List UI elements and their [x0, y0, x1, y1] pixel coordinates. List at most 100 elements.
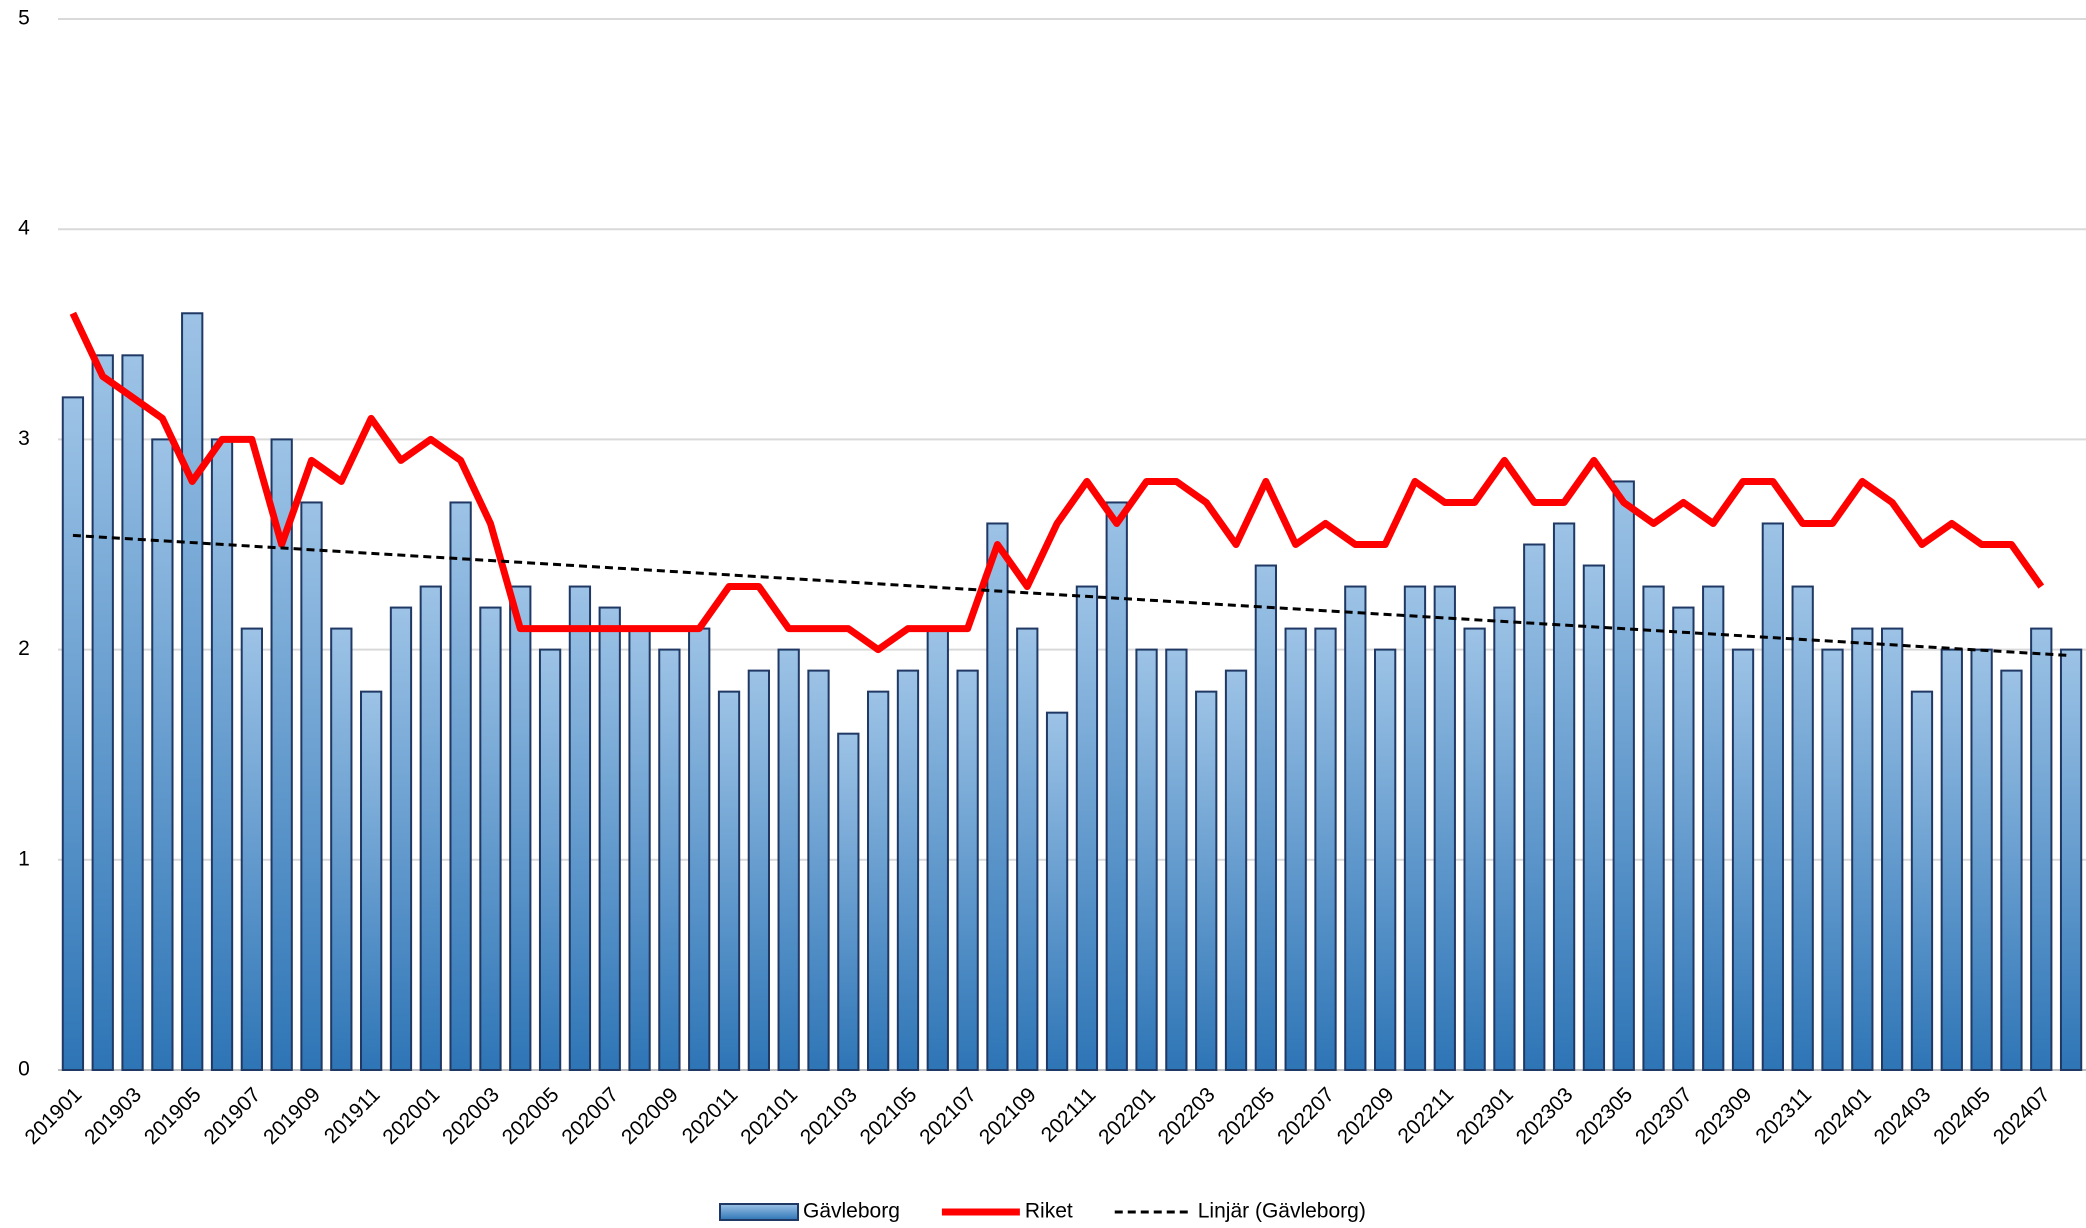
x-tick-label: 202105 — [856, 1083, 922, 1149]
bar — [1612, 480, 1635, 1071]
x-tick-label: 202101 — [736, 1083, 802, 1149]
bar — [1314, 627, 1337, 1072]
x-tick-label: 202401 — [1810, 1083, 1876, 1149]
x-tick-label: 202201 — [1094, 1083, 1160, 1149]
bar — [1135, 648, 1158, 1071]
bar — [1672, 606, 1695, 1071]
bar — [1284, 627, 1307, 1072]
x-tick-label: 202407 — [1989, 1083, 2055, 1149]
x-tick-label: 202111 — [1037, 1083, 1101, 1147]
legend-label: Gävleborg — [803, 1200, 900, 1223]
bar — [1702, 585, 1725, 1071]
trend-line — [72, 533, 2072, 658]
x-tick-label: 202301 — [1452, 1083, 1518, 1149]
bar — [1970, 648, 1993, 1071]
bar — [330, 627, 353, 1072]
bar — [1403, 585, 1427, 1071]
x-tick-label: 201911 — [320, 1083, 385, 1148]
x-tick-label: 202305 — [1571, 1083, 1637, 1149]
y-tick-label: 2 — [18, 637, 30, 660]
x-tick-label: 202007 — [557, 1083, 623, 1149]
bar — [479, 606, 502, 1071]
bar — [956, 669, 979, 1071]
bar — [1940, 648, 1963, 1071]
x-tick-label: 201905 — [140, 1083, 206, 1149]
y-tick-label: 3 — [18, 427, 30, 450]
bar — [1791, 585, 1814, 1071]
bar — [717, 690, 741, 1071]
bar — [777, 648, 800, 1071]
bar — [1433, 585, 1456, 1071]
bar — [270, 438, 293, 1071]
bar — [1105, 501, 1128, 1071]
bar — [1224, 669, 1248, 1071]
x-tick-label: 202403 — [1870, 1083, 1936, 1149]
x-tick-label: 201909 — [259, 1083, 325, 1149]
legend-label: Riket — [1025, 1200, 1073, 1223]
bar — [181, 312, 204, 1071]
bar — [986, 522, 1009, 1071]
x-tick-label: 202311 — [1751, 1083, 1816, 1148]
bar — [1254, 564, 1277, 1072]
x-tick-label: 202103 — [796, 1083, 862, 1149]
bar — [1582, 564, 1606, 1072]
bar — [867, 690, 890, 1071]
x-tick-label: 202303 — [1512, 1083, 1578, 1149]
bar — [1821, 648, 1844, 1071]
x-tick-label: 202309 — [1691, 1083, 1757, 1149]
legend-swatch — [719, 1203, 799, 1221]
bar — [1045, 711, 1069, 1071]
bar — [658, 648, 681, 1071]
bar — [538, 648, 562, 1071]
x-tick-label: 201901 — [21, 1083, 87, 1149]
bar — [91, 354, 114, 1071]
bar — [509, 585, 532, 1071]
bar — [1552, 522, 1576, 1071]
bar — [1075, 585, 1099, 1071]
bar — [419, 585, 442, 1071]
bar — [837, 732, 860, 1071]
bar — [1523, 543, 1546, 1071]
y-tick-label: 0 — [18, 1058, 30, 1081]
bar — [1016, 627, 1039, 1072]
x-tick-label: 202405 — [1929, 1083, 1995, 1149]
x-tick-label: 201907 — [199, 1083, 265, 1149]
x-tick-label: 202107 — [915, 1083, 981, 1149]
bar — [896, 669, 920, 1071]
x-tick-label: 202307 — [1631, 1083, 1697, 1149]
y-tick-label: 4 — [18, 217, 30, 240]
bar — [151, 438, 174, 1071]
bar — [121, 354, 144, 1071]
bar — [1493, 606, 1516, 1071]
bar — [1374, 648, 1397, 1071]
bar — [1165, 648, 1188, 1071]
bar — [1195, 690, 1218, 1071]
x-tick-label: 202005 — [498, 1083, 564, 1149]
bar — [598, 606, 621, 1071]
bar — [1910, 690, 1934, 1071]
x-tick-label: 202211 — [1394, 1083, 1459, 1148]
line — [69, 311, 2045, 654]
bar — [1642, 585, 1665, 1071]
x-tick-label: 202209 — [1333, 1083, 1399, 1149]
y-tick-label: 5 — [18, 7, 30, 30]
x-tick-label: 202207 — [1273, 1083, 1339, 1149]
bar — [2000, 669, 2023, 1071]
bar — [389, 606, 413, 1071]
bar — [1761, 522, 1784, 1071]
y-tick-label: 1 — [18, 847, 30, 870]
x-tick-label: 202009 — [617, 1083, 683, 1149]
bar — [1851, 627, 1874, 1072]
bar — [747, 669, 770, 1071]
legend-label: Linjär (Gävleborg) — [1198, 1200, 1366, 1223]
x-tick-label: 202011 — [678, 1083, 743, 1148]
x-tick-label: 202205 — [1213, 1083, 1279, 1149]
bar — [449, 501, 472, 1071]
bar — [1731, 648, 1755, 1071]
x-tick-label: 202203 — [1154, 1083, 1220, 1149]
x-tick-label: 202001 — [378, 1083, 444, 1149]
x-tick-label: 202003 — [438, 1083, 504, 1149]
bar — [360, 690, 383, 1071]
bar — [300, 501, 323, 1071]
